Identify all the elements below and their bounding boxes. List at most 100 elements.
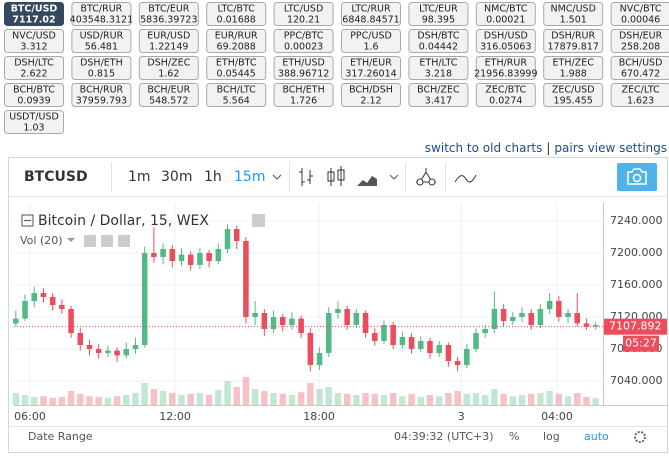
snapshot-button[interactable] bbox=[617, 163, 657, 191]
symbol[interactable]: BTCUSD bbox=[24, 169, 88, 185]
volume-bar bbox=[95, 397, 102, 405]
volume-bar bbox=[500, 393, 507, 405]
ticker-price: 1.726 bbox=[290, 96, 317, 107]
ticker-price: 0.00046 bbox=[621, 15, 660, 26]
log-toggle[interactable]: log bbox=[543, 430, 560, 443]
date-range[interactable]: Date Range bbox=[28, 430, 93, 443]
dropdown-arrow[interactable] bbox=[389, 174, 399, 180]
ticker-button[interactable] bbox=[206, 2, 267, 26]
candle-body bbox=[233, 229, 240, 241]
percent-toggle[interactable]: % bbox=[509, 430, 519, 443]
candle-body bbox=[206, 253, 212, 261]
dropdown-arrow[interactable] bbox=[272, 174, 282, 180]
collapse-icon[interactable] bbox=[21, 214, 34, 227]
interval[interactable]: 30m bbox=[161, 169, 192, 185]
candle-body bbox=[473, 333, 479, 349]
ticker-pair: DSH/ZEC bbox=[147, 58, 190, 69]
volume-bar bbox=[40, 396, 47, 405]
ticker-button[interactable] bbox=[273, 56, 334, 80]
y-tick-label: 7160.000 bbox=[610, 278, 663, 291]
interval[interactable]: 1m bbox=[128, 169, 151, 185]
ticker-button[interactable] bbox=[138, 56, 199, 80]
ticker-button[interactable] bbox=[543, 2, 604, 26]
ticker-button[interactable] bbox=[4, 110, 64, 134]
ticker-button[interactable] bbox=[475, 2, 536, 26]
ticker-button[interactable] bbox=[273, 2, 334, 26]
auto-toggle[interactable]: auto bbox=[584, 430, 609, 443]
ticker-button[interactable] bbox=[71, 2, 132, 26]
ticker-button[interactable] bbox=[341, 2, 401, 26]
area-icon[interactable] bbox=[357, 176, 377, 186]
ticker-button[interactable] bbox=[273, 29, 334, 53]
settings-icon[interactable] bbox=[101, 235, 113, 247]
ticker-price: 258.208 bbox=[621, 42, 660, 53]
ticker-price: 1.623 bbox=[627, 96, 654, 107]
ticker-pair: ETH/RUR bbox=[485, 58, 528, 69]
candle-body bbox=[436, 345, 442, 353]
ticker-price: 69.2088 bbox=[217, 42, 256, 53]
ticker-button[interactable] bbox=[71, 83, 132, 107]
settings-gear[interactable] bbox=[634, 431, 646, 443]
candle-body bbox=[132, 345, 139, 349]
candles-icon[interactable] bbox=[327, 166, 345, 186]
eye-icon[interactable] bbox=[84, 235, 96, 247]
ticker-button[interactable] bbox=[610, 2, 669, 26]
ticker-button[interactable] bbox=[610, 29, 669, 53]
ticker-price: 317.26014 bbox=[345, 69, 396, 80]
ticker-button[interactable] bbox=[475, 56, 536, 80]
ticker-button[interactable] bbox=[408, 56, 469, 80]
clock: 04:39:32 (UTC+3) bbox=[394, 430, 494, 443]
candle-body bbox=[482, 329, 488, 333]
ticker-button[interactable] bbox=[408, 29, 469, 53]
ticker-button[interactable] bbox=[4, 56, 64, 80]
ticker-button[interactable] bbox=[475, 83, 536, 107]
dropdown-arrow[interactable] bbox=[67, 238, 75, 242]
pairs-settings-link[interactable]: pairs view settings bbox=[554, 141, 667, 155]
volume-bar bbox=[49, 397, 56, 405]
candle-body bbox=[344, 309, 350, 325]
ticker-button[interactable] bbox=[138, 83, 199, 107]
ticker-button[interactable] bbox=[71, 29, 132, 53]
ticker-button[interactable] bbox=[543, 83, 604, 107]
camera-icon bbox=[632, 173, 642, 183]
volume-bar bbox=[491, 389, 498, 405]
bars-icon[interactable] bbox=[299, 168, 313, 186]
ticker-button[interactable] bbox=[206, 83, 267, 107]
ticker-button[interactable] bbox=[341, 29, 401, 53]
ticker-pair: BTC/RUR bbox=[81, 4, 123, 15]
close-icon[interactable] bbox=[118, 235, 130, 247]
compare-icon[interactable] bbox=[454, 174, 477, 183]
settings-icon[interactable] bbox=[252, 214, 265, 227]
interval[interactable]: 1h bbox=[204, 169, 222, 185]
volume-bar bbox=[555, 393, 563, 405]
ticker-button[interactable] bbox=[610, 56, 669, 80]
ticker-button[interactable] bbox=[206, 29, 267, 53]
ticker-button[interactable] bbox=[543, 29, 604, 53]
ticker-button[interactable] bbox=[341, 83, 401, 107]
ticker-button[interactable] bbox=[138, 2, 199, 26]
ticker-button[interactable] bbox=[138, 29, 199, 53]
ticker-pair: BCH/BTC bbox=[13, 85, 55, 96]
x-tick-label: 3 bbox=[458, 410, 465, 423]
ticker-button[interactable] bbox=[341, 56, 401, 80]
old-charts-link[interactable]: switch to old charts bbox=[425, 141, 543, 155]
ticker-button[interactable] bbox=[475, 29, 536, 53]
interval-active[interactable]: 15m bbox=[234, 169, 265, 185]
ticker-button[interactable] bbox=[71, 56, 132, 80]
ticker-button[interactable] bbox=[543, 56, 604, 80]
ticker-button[interactable] bbox=[4, 83, 64, 107]
candle-body bbox=[95, 349, 102, 353]
volume-bar bbox=[472, 393, 480, 405]
ticker-button[interactable] bbox=[273, 83, 334, 107]
ticker-button[interactable] bbox=[408, 83, 469, 107]
volume-bar bbox=[307, 383, 314, 405]
ticker-button[interactable] bbox=[610, 83, 669, 107]
candle-body bbox=[528, 313, 534, 325]
ticker-button[interactable] bbox=[408, 2, 469, 26]
ticker-button[interactable] bbox=[4, 29, 64, 53]
ticker-pair: ETH/USD bbox=[282, 58, 324, 69]
ticker-button-active[interactable] bbox=[4, 2, 64, 26]
ticker-pair: NVC/USD bbox=[12, 31, 56, 42]
ticker-price: 195.455 bbox=[554, 96, 593, 107]
ticker-button[interactable] bbox=[206, 56, 267, 80]
